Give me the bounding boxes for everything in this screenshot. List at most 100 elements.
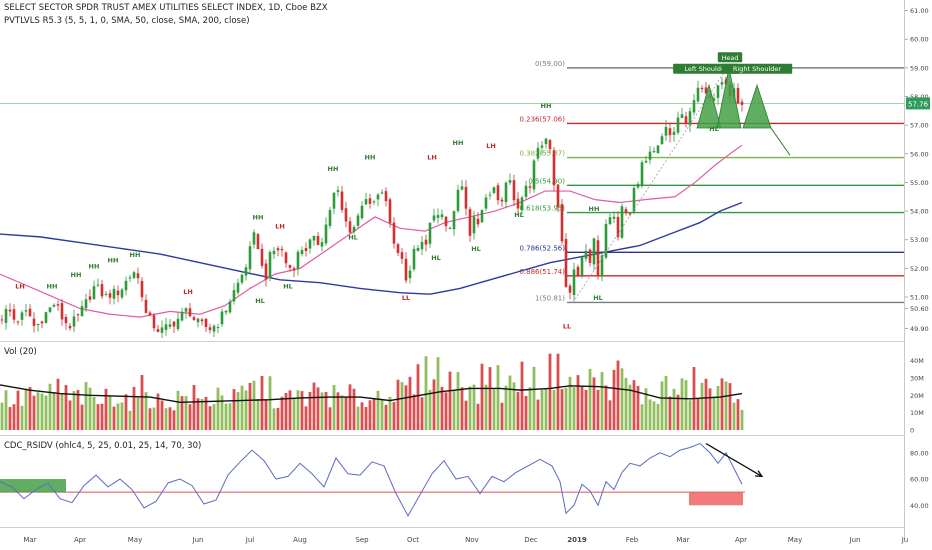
volume-bar xyxy=(576,375,580,430)
volume-bar xyxy=(668,396,672,430)
volume-bar xyxy=(464,400,468,430)
pivot-label: LL xyxy=(563,323,571,331)
candle-body xyxy=(396,244,400,253)
volume-bar xyxy=(552,390,556,430)
volume-bar xyxy=(180,396,184,430)
candle-body xyxy=(140,280,144,298)
volume-bar xyxy=(4,390,8,430)
price-tick-label: 58.00 xyxy=(910,93,929,101)
volume-bar xyxy=(268,376,272,430)
volume-bar xyxy=(372,398,376,430)
volume-bar xyxy=(532,366,536,430)
volume-bar xyxy=(660,381,664,430)
volume-bar xyxy=(240,385,244,430)
candle-body xyxy=(696,87,700,102)
pivot-label: HL xyxy=(471,245,481,253)
price-tick-label: 56.00 xyxy=(910,150,929,158)
volume-bar xyxy=(704,378,708,430)
volume-bar xyxy=(632,380,636,430)
volume-bar xyxy=(292,397,296,430)
volume-bar xyxy=(196,398,200,430)
volume-bar xyxy=(568,376,572,430)
volume-bar xyxy=(608,400,612,430)
volume-bar xyxy=(156,393,160,430)
candle-body xyxy=(64,317,68,324)
volume-bar xyxy=(132,386,136,430)
volume-bar xyxy=(336,392,340,430)
candle-body xyxy=(88,296,92,300)
candle-body xyxy=(268,252,272,277)
candle-body xyxy=(8,309,12,312)
price-tick-label: 55.00 xyxy=(910,179,929,187)
volume-bar xyxy=(652,401,656,430)
candle-body xyxy=(572,269,576,295)
volume-bar xyxy=(24,388,28,430)
candle-body xyxy=(684,116,688,124)
volume-ma-line xyxy=(0,384,743,403)
candle-body xyxy=(576,266,580,276)
rsi-tick-label: 80.00 xyxy=(910,449,929,457)
volume-bar xyxy=(64,385,68,430)
volume-bar xyxy=(84,382,88,430)
current-price-value: 57.76 xyxy=(908,100,929,108)
month-label: Jul xyxy=(245,536,255,544)
candle-body xyxy=(408,270,412,279)
volume-bar xyxy=(640,404,644,430)
volume-bar xyxy=(536,399,540,430)
volume-bar xyxy=(380,400,384,430)
rsi-bull-zone xyxy=(0,479,66,493)
candle-body xyxy=(184,308,188,312)
volume-bar xyxy=(456,371,460,430)
candle-body xyxy=(700,87,704,90)
candle-body xyxy=(32,318,36,326)
volume-bar xyxy=(320,392,324,430)
volume-bar xyxy=(48,383,52,430)
hs-label: Left Shoulder xyxy=(684,65,728,73)
candles xyxy=(0,76,744,338)
candle-body xyxy=(716,85,720,98)
volume-bar xyxy=(160,400,164,430)
candle-body xyxy=(172,321,176,327)
volume-bar xyxy=(492,389,496,430)
price-tick-label: 60.00 xyxy=(910,36,929,44)
candle-body xyxy=(148,312,152,316)
candle-body xyxy=(252,232,256,245)
candle-body xyxy=(36,324,40,326)
candle-body xyxy=(208,327,212,331)
candle-body xyxy=(588,249,592,263)
fib-label: 0.5(54.90) xyxy=(528,177,565,185)
volume-bar xyxy=(708,388,712,430)
volume-bar xyxy=(16,390,20,430)
volume-tick-label: 30M xyxy=(910,375,924,383)
pivot-label: HH xyxy=(328,165,339,173)
volume-bar xyxy=(100,403,104,430)
volume-bar xyxy=(388,396,392,430)
volume-bar xyxy=(164,408,168,430)
candle-body xyxy=(300,250,304,255)
candle-body xyxy=(312,235,316,241)
candle-body xyxy=(736,87,740,104)
month-label: Mar xyxy=(23,536,36,544)
volume-bar xyxy=(448,371,452,430)
candle-body xyxy=(116,290,120,296)
candle-body xyxy=(436,215,440,218)
time-axis: Mar Apr May Jun Jul Aug Sep Oct Nov Dec 2019 Feb Mar… xyxy=(23,536,908,544)
candle-body xyxy=(652,151,656,153)
hs-triangle xyxy=(742,83,772,129)
candle-body xyxy=(20,312,24,320)
fib-label: 0(59.00) xyxy=(535,60,565,68)
pivot-label: HL xyxy=(431,254,441,262)
sma50-line xyxy=(0,144,743,318)
volume-bar xyxy=(80,404,84,430)
candle-body xyxy=(556,184,560,207)
candle-body xyxy=(0,319,4,321)
month-label: May xyxy=(128,536,142,544)
volume-bar xyxy=(696,398,700,430)
volume-bar xyxy=(216,387,220,430)
volume-bar xyxy=(8,407,12,430)
indicator-label: PVTLVLS R5.3 (5, 5, 1, 0, SMA, 50, close… xyxy=(4,16,250,26)
candle-body xyxy=(356,215,360,226)
candle-body xyxy=(484,197,488,209)
current-price-badge xyxy=(906,97,930,110)
